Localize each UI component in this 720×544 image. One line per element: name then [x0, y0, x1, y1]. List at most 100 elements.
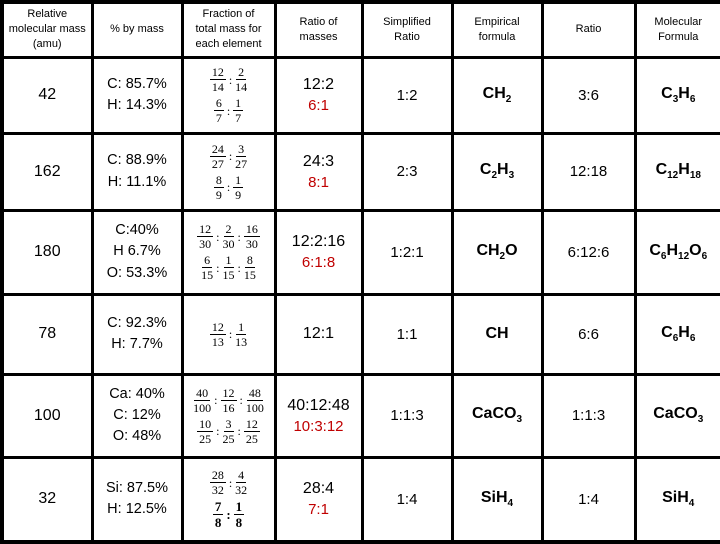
- cell-percent-by-mass: C: 88.9% H: 11.1%: [90, 131, 184, 212]
- cell-fractions: 12 13:1 13: [180, 292, 277, 376]
- fraction-numerator: 1: [233, 172, 244, 188]
- fraction-separator: :: [216, 424, 220, 438]
- fraction: 1 13: [235, 321, 247, 348]
- cell-simplified-ratio: 1:1: [360, 292, 454, 376]
- cell-percent-by-mass: C: 92.3% H: 7.7%: [90, 292, 184, 376]
- fraction-line: 6 15:1 15:8 15: [186, 254, 272, 281]
- cell-ratio-of-masses: 12:2 6:1: [273, 55, 364, 135]
- col-header-percent-by-mass: % by mass: [90, 0, 184, 59]
- cell-ratio: 1:1:3: [540, 372, 637, 459]
- cell-ratio-of-masses: 12:2:16 6:1:8: [273, 208, 364, 296]
- fraction-line: 12 14:2 14: [186, 66, 272, 93]
- fraction-separator: :: [228, 327, 233, 341]
- fraction-denominator: 27: [235, 156, 248, 171]
- mass-ratio-main: 24:3: [302, 152, 335, 170]
- col-header-molecular-formula: Molecular Formula: [633, 0, 720, 59]
- fraction-denominator: 14: [211, 80, 224, 94]
- fraction-numerator: 10: [197, 416, 214, 432]
- cell-molecular-formula: C3H6: [633, 55, 720, 135]
- fraction-denominator: 13: [235, 334, 248, 349]
- fraction: 3 27: [235, 143, 247, 170]
- fraction-denominator: 30: [245, 237, 258, 251]
- cell-ratio: 3:6: [540, 55, 637, 135]
- cell-percent-by-mass: C: 85.7% H: 14.3%: [90, 55, 184, 135]
- fraction: 16 30: [243, 222, 260, 251]
- col-header-empirical-formula: Empirical formula: [450, 0, 544, 59]
- cell-empirical-formula: SiH4: [450, 455, 544, 544]
- fraction-numerator: 16: [243, 222, 260, 237]
- fraction-denominator: 14: [235, 80, 248, 94]
- fraction: 2 14: [235, 66, 247, 93]
- cell-relative-mass: 162: [0, 131, 94, 212]
- fraction-denominator: 27: [211, 156, 224, 171]
- mass-ratio-main: 12:2:16: [291, 233, 346, 250]
- cell-empirical-formula: CaCO3: [450, 372, 544, 459]
- fraction-numerator: 2: [236, 65, 247, 80]
- cell-relative-mass: 78: [0, 292, 94, 376]
- cell-percent-by-mass: Si: 87.5% H: 12.5%: [90, 455, 184, 544]
- fraction-denominator: 25: [245, 431, 258, 446]
- cell-relative-mass: 42: [0, 55, 94, 135]
- cell-simplified-ratio: 1:2:1: [360, 208, 454, 296]
- cell-fractions: 24 27:3 27 8 9:1 9: [180, 131, 277, 212]
- fraction-denominator: 100: [245, 400, 264, 415]
- fraction-denominator: 25: [222, 431, 235, 446]
- table-header-row: Relative molecular mass (amu)% by mass Fr…: [0, 0, 720, 59]
- fraction-denominator: 7: [215, 111, 222, 125]
- fraction-separator: :: [226, 507, 231, 523]
- fraction-line: 40 100:12 16:48 100: [186, 387, 272, 414]
- fraction-numerator: 6: [213, 96, 224, 111]
- fraction-denominator: 15: [222, 268, 235, 282]
- cell-relative-mass: 32: [0, 455, 94, 544]
- mass-ratio-main: 12:2: [302, 76, 335, 93]
- fraction: 28 32: [209, 468, 226, 496]
- fraction-numerator: 24: [209, 141, 226, 157]
- fraction: 4 32: [235, 469, 247, 496]
- fraction-line: 28 32:4 32: [186, 469, 272, 496]
- cell-relative-mass: 180: [0, 208, 94, 296]
- cell-ratio: 6:6: [540, 292, 637, 376]
- fraction-separator: :: [216, 260, 220, 275]
- fraction: 12 13: [209, 321, 226, 348]
- cell-relative-mass: 100: [0, 372, 94, 459]
- cell-molecular-formula: CaCO3: [633, 372, 720, 459]
- cell-molecular-formula: C12H18: [633, 131, 720, 212]
- fraction-separator: :: [237, 424, 241, 438]
- cell-molecular-formula: SiH4: [633, 455, 720, 544]
- col-header-fraction-of-total-mass: Fraction of total mass for each element: [180, 0, 277, 59]
- mass-ratio-simplified-red: 7:1: [308, 501, 329, 519]
- fraction-numerator: 1: [233, 96, 244, 111]
- fraction-numerator: 7: [212, 499, 224, 516]
- mass-ratio-simplified-red: 10:3:12: [293, 417, 344, 435]
- cell-simplified-ratio: 1:4: [360, 455, 454, 544]
- fraction-numerator: 28: [209, 468, 226, 484]
- cell-simplified-ratio: 1:1:3: [360, 372, 454, 459]
- mass-ratio-simplified-red: 6:1:8: [301, 254, 336, 271]
- fraction-denominator: 16: [222, 400, 235, 415]
- fraction: 6 15: [201, 254, 213, 281]
- table-row: 42 C: 85.7% H: 14.3% 12 14:2 14 6 7:1 7 12:2 6:1 1…: [0, 55, 720, 135]
- fraction-line: 12 13:1 13: [186, 321, 272, 348]
- fraction-denominator: 30: [222, 237, 235, 251]
- fraction-numerator: 12: [209, 65, 226, 80]
- mass-ratio-simplified-red: 6:1: [308, 97, 329, 114]
- fraction-denominator: 8: [214, 515, 222, 531]
- fraction-separator: :: [228, 475, 233, 490]
- cell-empirical-formula: CH: [450, 292, 544, 376]
- cell-molecular-formula: C6H6: [633, 292, 720, 376]
- fraction-denominator: 7: [235, 111, 242, 125]
- col-header-simplified-ratio: Simplified Ratio: [360, 0, 454, 59]
- table-row: 78 C: 92.3% H: 7.7% 12 13:1 13 12:1 1:1 CH 6:6 C6…: [0, 292, 720, 376]
- cell-fractions: 12 30:2 30:16 30 6 15:1 15:8 15: [180, 208, 277, 296]
- cell-empirical-formula: CH2O: [450, 208, 544, 296]
- fraction-denominator: 100: [193, 400, 212, 415]
- fraction: 24 27: [209, 141, 226, 171]
- fraction-line: 24 27:3 27: [186, 143, 272, 170]
- fraction-numerator: 8: [244, 253, 255, 268]
- fraction: 2 30: [223, 223, 235, 250]
